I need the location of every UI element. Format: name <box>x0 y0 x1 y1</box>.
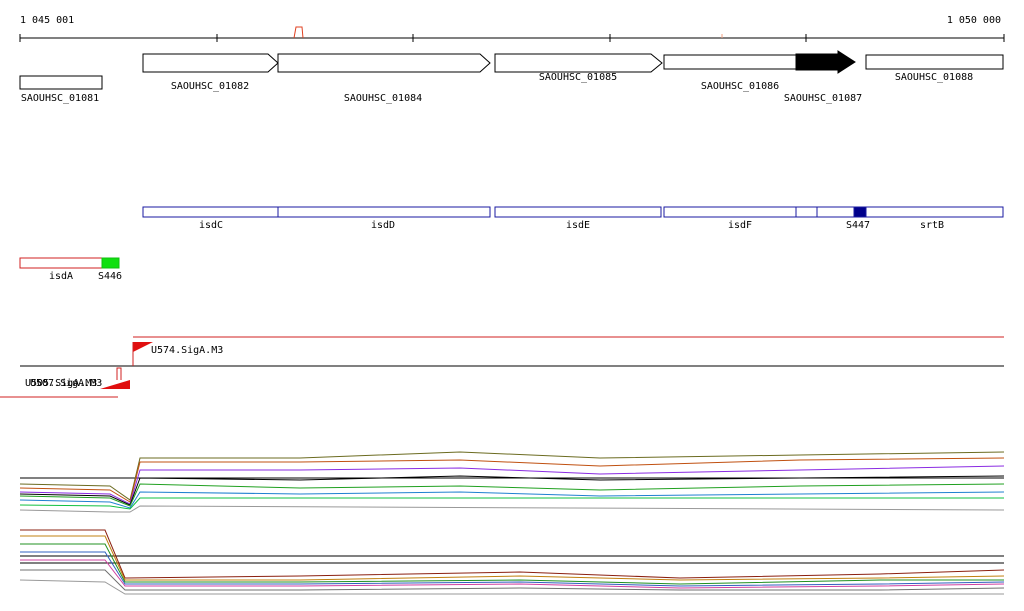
promoter-label: U505.SigA.M3 <box>25 378 97 389</box>
genes <box>19 50 1004 90</box>
feature-label: isdF <box>728 220 752 231</box>
promoter-label: U574.SigA.M3 <box>151 345 223 356</box>
features <box>19 206 1004 269</box>
gene-label: SAOUHSC_01081 <box>21 93 99 104</box>
feature-label: S447 <box>846 220 870 231</box>
ruler <box>19 26 1005 42</box>
gene-label: SAOUHSC_01086 <box>701 81 779 92</box>
feature-label: srtB <box>920 220 944 231</box>
expression-upper <box>19 451 1005 513</box>
gene-label: SAOUHSC_01085 <box>539 72 617 83</box>
promoter-label: U507.SigA.M3 <box>30 378 102 389</box>
ruler-start: 1 045 001 <box>20 15 74 26</box>
gene-label: SAOUHSC_01082 <box>171 81 249 92</box>
gene-label: SAOUHSC_01087 <box>784 93 862 104</box>
ruler-end: 1 050 000 <box>947 15 1001 26</box>
feature-label: S446 <box>98 271 122 282</box>
gene-label: SAOUHSC_01084 <box>344 93 422 104</box>
gene-label: SAOUHSC_01088 <box>895 72 973 83</box>
feature-label: isdE <box>566 220 590 231</box>
feature-label: isdD <box>371 220 395 231</box>
feature-label: isdA <box>49 271 73 282</box>
expression-lower <box>19 529 1005 595</box>
feature-label: isdC <box>199 220 223 231</box>
promoters <box>0 336 1004 398</box>
